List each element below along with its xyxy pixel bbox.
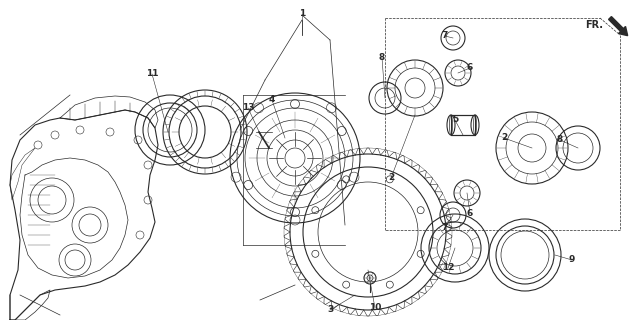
Text: 8: 8 bbox=[557, 135, 563, 145]
Text: FR.: FR. bbox=[585, 20, 603, 30]
Text: 11: 11 bbox=[146, 69, 159, 78]
Text: 9: 9 bbox=[569, 255, 575, 265]
Text: 4: 4 bbox=[269, 95, 276, 105]
FancyArrow shape bbox=[609, 17, 628, 36]
Text: 1: 1 bbox=[299, 10, 305, 19]
Text: 6: 6 bbox=[467, 63, 473, 73]
Text: 2: 2 bbox=[501, 133, 507, 142]
Text: 10: 10 bbox=[369, 303, 381, 313]
Text: 2: 2 bbox=[388, 173, 394, 182]
Text: 12: 12 bbox=[442, 263, 454, 273]
Bar bbox=[451, 115, 475, 135]
Text: 7: 7 bbox=[442, 31, 448, 41]
Text: 3: 3 bbox=[327, 306, 333, 315]
Text: 7: 7 bbox=[442, 223, 448, 233]
Text: 8: 8 bbox=[379, 53, 385, 62]
Text: 13: 13 bbox=[242, 103, 254, 113]
Text: 5: 5 bbox=[452, 116, 458, 124]
Text: 6: 6 bbox=[467, 209, 473, 218]
